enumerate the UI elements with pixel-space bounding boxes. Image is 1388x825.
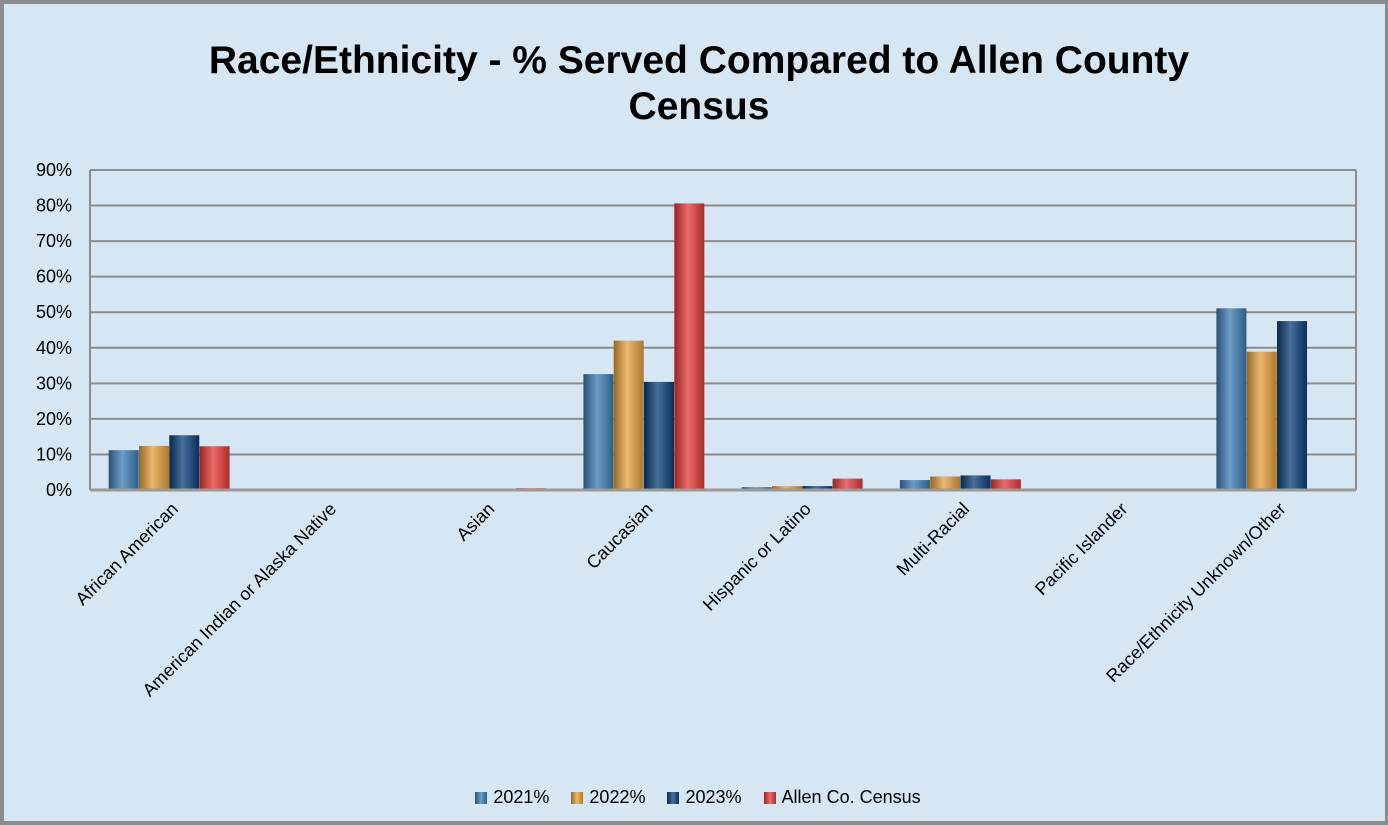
bar-allen-co-census-5 <box>990 479 1021 490</box>
legend-swatch <box>571 791 584 804</box>
bar-2022--5 <box>930 476 961 490</box>
bar-2023--5 <box>960 475 991 490</box>
bar-allen-co-census-3 <box>674 203 705 490</box>
bar-2023--7 <box>1277 321 1308 490</box>
bar-2021--3 <box>583 374 614 490</box>
bar-2021--0 <box>108 450 139 490</box>
legend-swatch <box>667 791 680 804</box>
y-tick-label: 40% <box>36 338 72 358</box>
bar-2023--4 <box>802 486 833 490</box>
bar-2022--3 <box>613 340 644 490</box>
legend-item: Allen Co. Census <box>763 787 921 808</box>
y-tick-label: 60% <box>36 267 72 287</box>
y-tick-label: 30% <box>36 373 72 393</box>
y-tick-label: 20% <box>36 409 72 429</box>
y-tick-label: 50% <box>36 302 72 322</box>
x-tick-label: Pacific Islander <box>1031 499 1131 599</box>
x-tick-label: African American <box>72 499 182 609</box>
y-tick-label: 80% <box>36 196 72 216</box>
x-tick-label: American Indian or Alaska Native <box>139 499 341 701</box>
bar-2023--3 <box>644 381 675 490</box>
bar-2021--5 <box>899 480 930 490</box>
axes <box>89 170 1357 492</box>
y-tick-label: 90% <box>36 160 72 180</box>
bar-allen-co-census-4 <box>832 478 863 490</box>
legend-item: 2021% <box>475 787 549 808</box>
x-tick-label: Asian <box>452 499 498 545</box>
legend-swatch <box>763 791 776 804</box>
chart-plot: 0% 10% 20% 30% 40% 50% 60% 70% 80% 90% African Am… <box>36 160 1357 701</box>
y-tick-label: 0% <box>46 480 72 500</box>
x-tick-label: Caucasian <box>582 499 656 573</box>
legend-item: 2022% <box>571 787 645 808</box>
legend: 2021% 2022% 2023% Allen Co. Census <box>4 787 1388 808</box>
x-tick-label: Multi-Racial <box>893 499 974 580</box>
legend-swatch <box>475 791 488 804</box>
legend-label: 2023% <box>685 787 742 807</box>
bar-2022--4 <box>771 486 802 490</box>
bar-2022--0 <box>138 445 169 490</box>
bar-2023--0 <box>169 435 200 490</box>
y-tick-label: 70% <box>36 231 72 251</box>
grid-lines <box>90 169 1356 491</box>
legend-label: Allen Co. Census <box>781 787 921 807</box>
bar-2021--7 <box>1216 308 1247 490</box>
y-tick-labels: 0% 10% 20% 30% 40% 50% 60% 70% 80% 90% <box>36 160 72 500</box>
bar-2022--7 <box>1246 351 1277 490</box>
legend-label: 2021% <box>493 787 550 807</box>
chart-title: Race/Ethnicity - % Served Compared to Al… <box>208 39 1190 128</box>
legend-label: 2022% <box>589 787 646 807</box>
bars <box>108 203 1308 490</box>
x-tick-label: Race/Ethnicity Unknown/Other <box>1102 499 1289 686</box>
bar-allen-co-census-0 <box>199 446 230 490</box>
x-tick-label: Hispanic or Latino <box>699 499 815 615</box>
legend-item: 2023% <box>667 787 742 808</box>
y-tick-label: 10% <box>36 444 72 464</box>
